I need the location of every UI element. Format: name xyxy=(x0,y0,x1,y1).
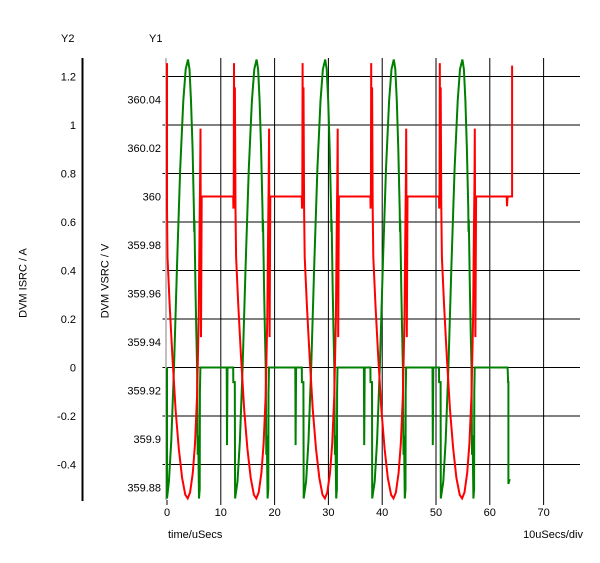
x-per-div-label: 10uSecs/div xyxy=(523,529,583,541)
dvm-isrc-trace[interactable] xyxy=(166,59,511,499)
y2-tick-label: 0.2 xyxy=(61,314,76,326)
y1-tick-label: 359.96 xyxy=(127,289,161,301)
x-tick-label: 50 xyxy=(430,507,442,519)
y1-tick-label: 359.92 xyxy=(127,386,161,398)
x-tick-label: 70 xyxy=(537,507,549,519)
y2-tick-label: 0.8 xyxy=(61,169,76,181)
y1-tick-label: 360.04 xyxy=(127,95,161,107)
y2-tick-label: 0.4 xyxy=(61,266,76,278)
y2-tick-label: 0 xyxy=(70,363,76,375)
x-tick-label: 30 xyxy=(322,507,334,519)
y1-tick-label: 359.94 xyxy=(127,337,161,349)
y1-tick-label: 359.9 xyxy=(133,434,161,446)
y2-tick-label: 1 xyxy=(70,120,76,132)
x-tick-label: 40 xyxy=(376,507,388,519)
y2-tick-label: -0.2 xyxy=(57,411,76,423)
x-tick-label: 0 xyxy=(164,507,170,519)
y2-axis-header: Y2 xyxy=(61,33,75,45)
y2-tick-label: -0.4 xyxy=(57,460,76,472)
dvm-vsrc-trace[interactable] xyxy=(166,63,514,501)
x-tick-label: 10 xyxy=(215,507,227,519)
y1-axis-header: Y1 xyxy=(149,33,163,45)
y1-tick-label: 360 xyxy=(143,192,161,204)
y2-tick-label: 1.2 xyxy=(61,72,76,84)
y1-tick-label: 359.98 xyxy=(127,240,161,252)
y2-tick-label: 0.6 xyxy=(61,217,76,229)
x-tick-label: 60 xyxy=(484,507,496,519)
x-tick-label: 20 xyxy=(268,507,280,519)
x-axis-title: time/uSecs xyxy=(168,529,223,541)
y1-tick-label: 360.02 xyxy=(127,143,161,155)
y1-tick-label: 359.88 xyxy=(127,483,161,495)
